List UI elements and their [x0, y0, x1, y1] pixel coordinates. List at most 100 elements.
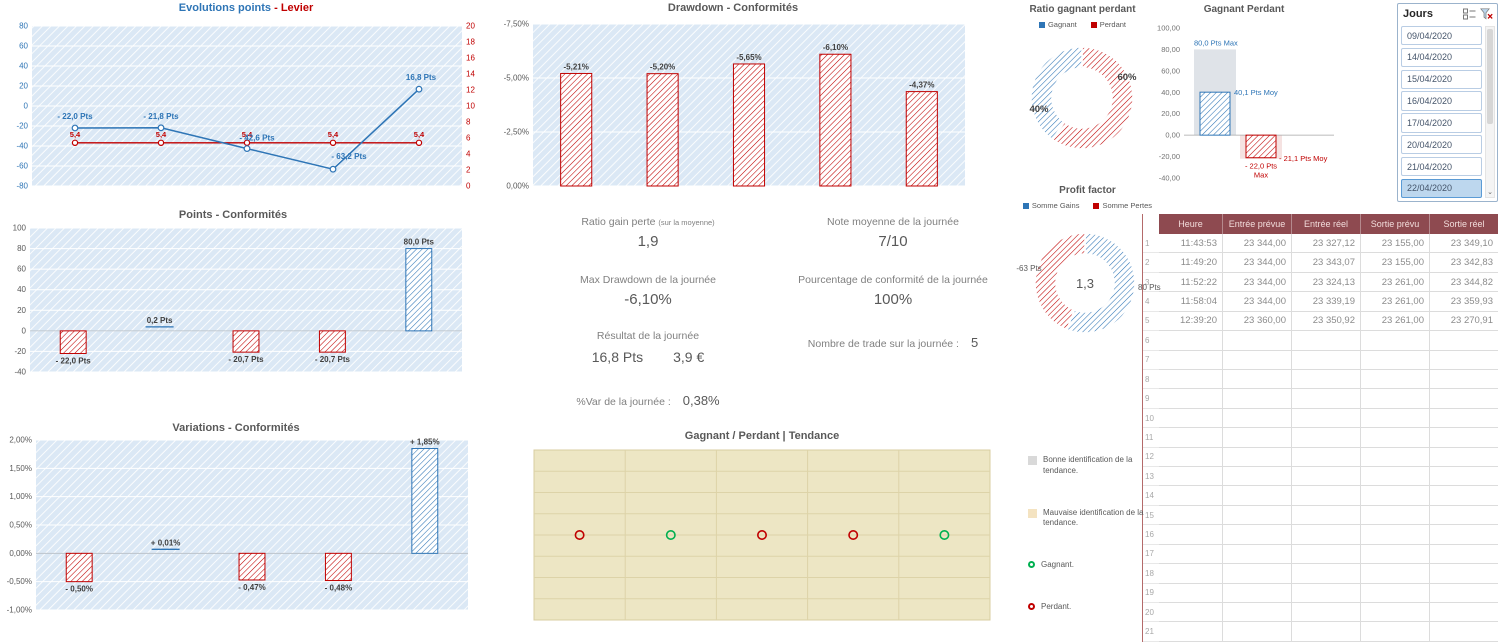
svg-text:100: 100	[13, 224, 27, 233]
table-cell	[1361, 350, 1430, 370]
table-cell	[1159, 350, 1223, 370]
table-cell: 23 344,00	[1223, 292, 1292, 312]
slicer-scrollbar[interactable]: ⌄	[1485, 26, 1495, 198]
chart-tendance: Gagnant / Perdant | Tendance	[528, 428, 996, 626]
table-cell: 23 261,00	[1361, 272, 1430, 293]
scrollbar-down-arrow[interactable]: ⌄	[1487, 189, 1493, 196]
table-row: 17	[1143, 544, 1498, 565]
table-header-row: Heure Entrée prévue Entrée réel Sortie prév…	[1143, 214, 1498, 234]
multi-select-icon[interactable]	[1462, 7, 1477, 21]
table-header-cell: Entrée prévue	[1223, 214, 1292, 234]
svg-text:-60: -60	[16, 162, 28, 171]
svg-text:80,0 Pts: 80,0 Pts	[404, 238, 435, 247]
table-cell	[1361, 467, 1430, 487]
table-row: 1 11:43:53 23 344,00 23 327,12 23 155,00 23 3…	[1143, 234, 1498, 254]
table-cell: 23 155,00	[1361, 234, 1430, 254]
trade-marker-perdant	[757, 530, 768, 541]
table-cell: 23 344,00	[1223, 272, 1292, 293]
svg-text:20: 20	[17, 306, 26, 315]
trades-table: Heure Entrée prévue Entrée réel Sortie prév…	[1142, 214, 1498, 642]
table-cell: 23 349,10	[1430, 234, 1498, 254]
table-cell: 23 344,00	[1223, 253, 1292, 273]
table-cell	[1159, 583, 1223, 604]
table-cell: 23 339,19	[1292, 292, 1361, 312]
svg-text:- 22,0 Pts: - 22,0 Pts	[56, 356, 92, 365]
row-number: 14	[1143, 486, 1159, 506]
table-row: 3 11:52:22 23 344,00 23 324,13 23 261,00 23 3…	[1143, 272, 1498, 293]
chart-variations-conformites: Variations - Conformités 2,00% 1,50% 1,00%…	[0, 420, 472, 625]
table-cell	[1223, 369, 1292, 390]
table-cell	[1430, 389, 1498, 409]
table-cell	[1430, 622, 1498, 642]
svg-text:-40: -40	[16, 142, 28, 151]
svg-text:-5,21%: -5,21%	[564, 62, 589, 71]
stat-label: %Var de la journée :	[576, 396, 671, 408]
table-cell	[1361, 389, 1430, 409]
tendance-legend: Bonne identification de la tendance. Mauv…	[1028, 455, 1160, 631]
table-cell: 11:43:53	[1159, 234, 1223, 254]
table-cell	[1223, 603, 1292, 623]
table-header-cell: Sortie prévu	[1361, 214, 1430, 234]
table-cell	[1159, 622, 1223, 642]
row-number: 6	[1143, 331, 1159, 351]
svg-text:0: 0	[22, 326, 27, 335]
scrollbar-thumb[interactable]	[1487, 29, 1493, 124]
table-cell	[1159, 389, 1223, 409]
table-cell	[1292, 525, 1361, 545]
table-cell: 23 344,82	[1430, 273, 1498, 293]
row-number: 5	[1143, 312, 1159, 332]
slicer-item-list: 09/04/2020 14/04/2020 15/04/2020 16/04/2020…	[1401, 26, 1482, 198]
svg-text:-20: -20	[14, 347, 26, 356]
table-row: 5 12:39:20 23 360,00 23 350,92 23 261,00 23 2…	[1143, 311, 1498, 332]
stat-ratio-gain-perte: Ratio gain perte (sur la moyenne) 1,9	[520, 216, 776, 250]
table-cell: 11:52:22	[1159, 272, 1223, 293]
row-number: 17	[1143, 545, 1159, 565]
slicer-item[interactable]: 14/04/2020	[1401, 47, 1482, 68]
table-cell	[1361, 544, 1430, 565]
slicer-item[interactable]: 17/04/2020	[1401, 113, 1482, 133]
table-cell	[1223, 544, 1292, 565]
clear-filter-icon[interactable]	[1479, 7, 1494, 21]
svg-text:-63 Pts: -63 Pts	[1016, 264, 1041, 273]
chart-points-conformites: Points - Conformités 100 80 60 40 20 0 -20 -40 -…	[0, 207, 466, 401]
stat-value: 5	[970, 335, 979, 350]
table-cell: 12:39:20	[1159, 311, 1223, 332]
winner-marker-icon	[1028, 561, 1035, 569]
slicer-item[interactable]: 09/04/2020	[1401, 26, 1482, 46]
svg-text:0: 0	[24, 102, 29, 111]
table-cell	[1159, 447, 1223, 468]
chart-gagnant-perdant: Gagnant Perdant 100,00 80,00 60,00 40,00 20,…	[1148, 2, 1340, 188]
table-cell	[1361, 505, 1430, 526]
svg-text:-4,37%: -4,37%	[909, 81, 934, 90]
tendance-legend-item: Mauvaise identification de la tendance.	[1028, 508, 1160, 530]
table-cell	[1430, 545, 1498, 565]
svg-text:20: 20	[466, 22, 475, 31]
table-cell: 23 261,00	[1361, 311, 1430, 332]
ratio-donut: 60% 40%	[1005, 2, 1160, 160]
chart-drawdown: Drawdown - Conformités -7,50% -5,00% -2,50…	[497, 0, 969, 192]
svg-text:0,00: 0,00	[1165, 131, 1180, 140]
drawdown-plot: -7,50% -5,00% -2,50% 0,00% -5,21% -5,20% -5,65…	[497, 0, 969, 192]
stat-label: Max Drawdown de la journée	[580, 274, 716, 286]
slicer-item[interactable]: 16/04/2020	[1401, 91, 1482, 111]
svg-text:1,00%: 1,00%	[9, 492, 32, 501]
stat-label: Note moyenne de la journée	[827, 216, 959, 228]
slicer-item-selected[interactable]: 22/04/2020	[1401, 178, 1482, 198]
table-cell	[1292, 408, 1361, 429]
table-cell: 23 343,07	[1292, 253, 1361, 273]
table-cell	[1292, 622, 1361, 642]
table-cell	[1361, 525, 1430, 545]
slicer-item[interactable]: 20/04/2020	[1401, 135, 1482, 155]
stat-value: 0,38%	[682, 393, 720, 408]
chart-title-tendance: Gagnant / Perdant | Tendance	[684, 430, 840, 442]
chart-title-points: Points - Conformités	[178, 209, 288, 221]
slicer-item[interactable]: 21/04/2020	[1401, 156, 1482, 177]
svg-text:16: 16	[466, 54, 475, 63]
svg-text:80: 80	[19, 22, 28, 31]
trade-marker-gagnant	[665, 530, 676, 541]
table-cell	[1361, 447, 1430, 468]
svg-text:80: 80	[17, 244, 26, 253]
points-plot: 100 80 60 40 20 0 -20 -40 - 22,0 Pts 0,2 Pts - 20,…	[0, 207, 466, 401]
slicer-item[interactable]: 15/04/2020	[1401, 69, 1482, 89]
